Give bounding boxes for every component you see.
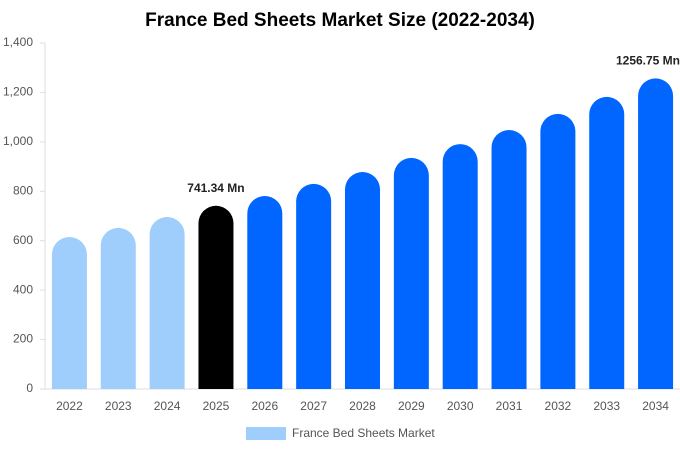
y-tick-label: 800 [13, 183, 33, 197]
value-label: 1256.75 Mn [616, 54, 680, 68]
bar [51, 237, 87, 389]
x-tick-label: 2024 [154, 399, 181, 413]
x-tick-label: 2023 [105, 399, 132, 413]
value-label: 741.34 Mn [187, 181, 244, 195]
x-tick-label: 2027 [300, 399, 327, 413]
bar [100, 227, 136, 389]
bar [589, 96, 625, 390]
x-tick-label: 2025 [203, 399, 230, 413]
x-tick-label: 2033 [593, 399, 620, 413]
y-tick-label: 1,200 [3, 85, 33, 99]
x-tick-label: 2030 [447, 399, 474, 413]
x-tick-label: 2034 [642, 399, 669, 413]
bar [149, 216, 185, 389]
legend-label: France Bed Sheets Market [292, 426, 435, 440]
x-tick-label: 2022 [56, 399, 83, 413]
chart-title: France Bed Sheets Market Size (2022-2034… [145, 10, 535, 31]
bar [198, 205, 234, 389]
bar [345, 172, 380, 389]
bar [540, 113, 576, 389]
legend-swatch [246, 427, 286, 440]
bar [491, 129, 527, 389]
y-tick-label: 0 [26, 381, 33, 395]
y-tick-label: 1,000 [3, 134, 33, 148]
bar [296, 183, 332, 389]
y-tick-label: 200 [13, 332, 33, 346]
x-tick-label: 2028 [349, 399, 376, 413]
bar [393, 157, 429, 389]
bar [442, 144, 478, 389]
x-tick-label: 2031 [496, 399, 523, 413]
y-tick-label: 400 [13, 282, 33, 296]
x-tick-label: 2029 [398, 399, 425, 413]
y-tick-label: 1,400 [3, 35, 33, 49]
x-tick-label: 2032 [545, 399, 572, 413]
x-tick-label: 2026 [251, 399, 278, 413]
y-tick-label: 600 [13, 233, 33, 247]
bar [638, 78, 674, 390]
bar [247, 195, 283, 389]
